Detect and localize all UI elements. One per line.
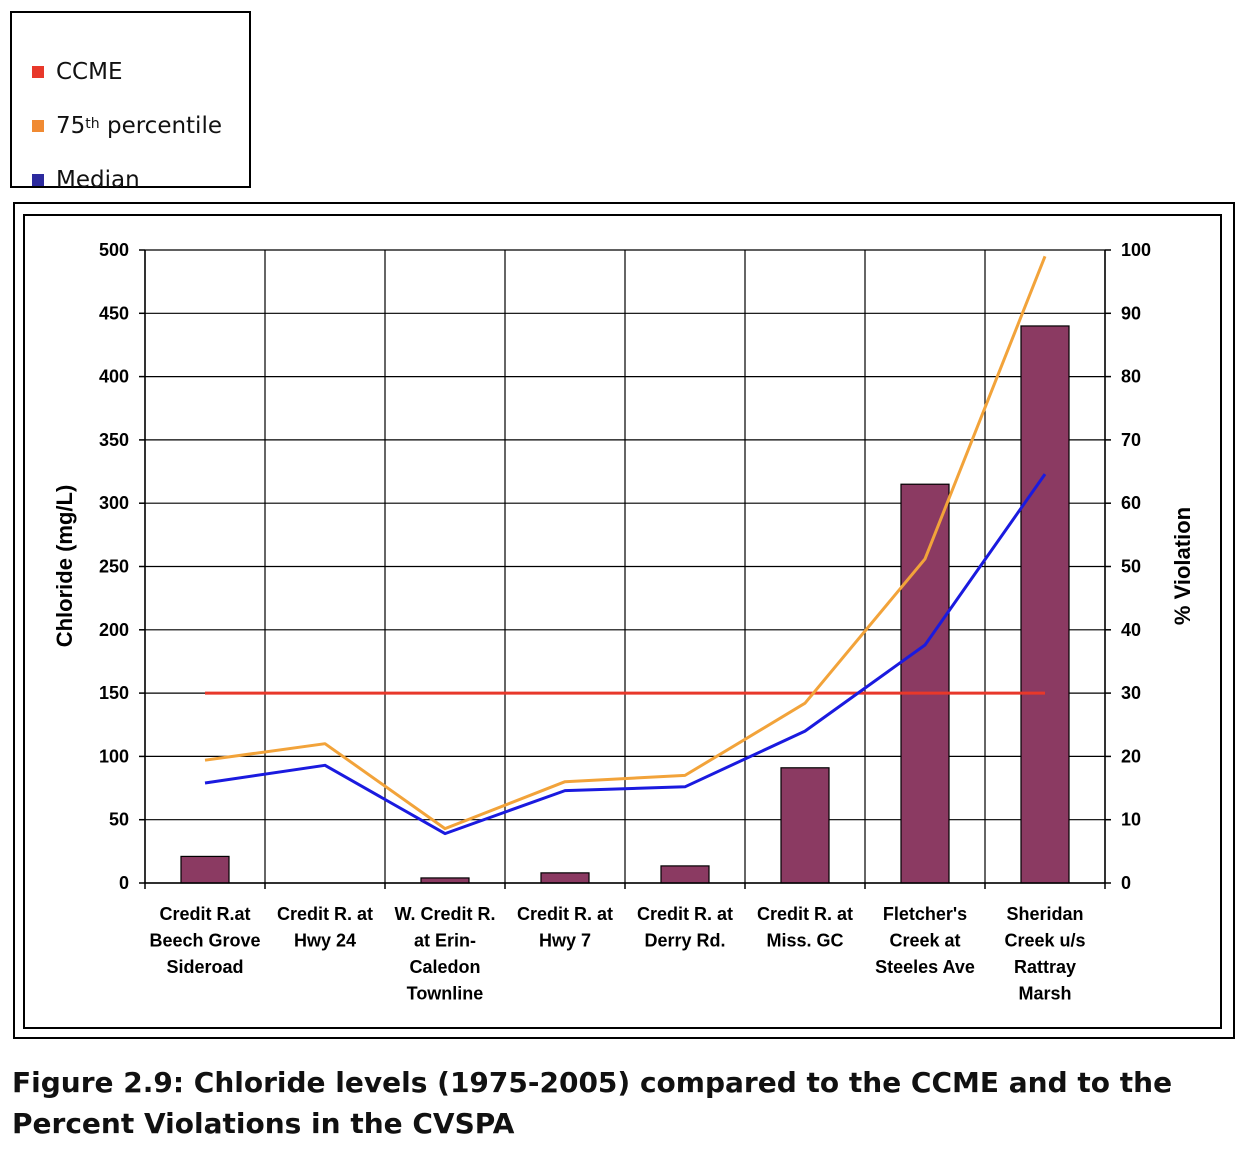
label-layer: 0 50 100 150 200 250 300 350 400 450 500 0 10 20 30 40 5… <box>52 240 1195 1004</box>
y-tick-label: 350 <box>99 430 129 450</box>
y-tick-label: 0 <box>119 873 129 893</box>
y2-tick-label: 60 <box>1121 493 1141 513</box>
y2-tick-label: 10 <box>1121 810 1141 830</box>
y2-tick-label: 40 <box>1121 620 1141 640</box>
legend-label-75th-percentile-number: 75 <box>56 113 86 139</box>
legend-label-ccme: CCME <box>56 59 123 85</box>
y-tick-label: 50 <box>109 810 129 830</box>
y2-tick-label: 0 <box>1121 873 1131 893</box>
bar <box>540 872 590 884</box>
bar <box>180 855 230 884</box>
legend-item-ccme: CCME <box>32 57 123 87</box>
x-category-label: W. Credit R. at Erin-Caledon Townline <box>394 904 495 1004</box>
y2-tick-label: 70 <box>1121 430 1141 450</box>
series-line-75th-percentile <box>204 255 1047 831</box>
y2-tick-label: 20 <box>1121 746 1141 766</box>
y-tick-label: 450 <box>99 303 129 323</box>
x-category-label: Sheridan Creek u/s Rattray Marsh <box>1004 904 1085 1004</box>
bar <box>900 483 950 884</box>
y-tick-label: 400 <box>99 367 129 387</box>
legend-label-median: Median <box>56 167 140 193</box>
y-tick-label: 250 <box>99 557 129 577</box>
bar-layer <box>180 325 1070 884</box>
y2-tick-label: 90 <box>1121 303 1141 323</box>
legend-item-median: Median <box>32 165 140 195</box>
x-category-label: Credit R. at Hwy 7 <box>517 904 613 951</box>
y2-tick-label: 50 <box>1121 557 1141 577</box>
y-tick-label: 500 <box>99 240 129 260</box>
y-axis-title: Chloride (mg/L) <box>52 485 77 648</box>
y-tick-label: 300 <box>99 493 129 513</box>
y2-tick-label: 100 <box>1121 240 1151 260</box>
legend-label-75th-percentile-suffix: percentile <box>99 113 222 139</box>
y2-tick-label: 80 <box>1121 367 1141 387</box>
y-tick-label: 100 <box>99 746 129 766</box>
line-layer <box>204 255 1047 836</box>
legend-swatch-ccme <box>32 66 44 78</box>
y2-axis-title: % Violation <box>1170 507 1195 625</box>
series-line-median <box>204 473 1047 836</box>
bar <box>780 767 830 884</box>
y-tick-label: 200 <box>99 620 129 640</box>
legend-swatch-75th-percentile <box>32 120 44 132</box>
y2-tick-label: 30 <box>1121 683 1141 703</box>
x-category-label: Credit R. at Hwy 24 <box>277 904 373 951</box>
bar <box>1020 325 1070 884</box>
figure-caption: Figure 2.9: Chloride levels (1975-2005) … <box>12 1066 1173 1140</box>
axis-layer <box>139 249 1111 889</box>
x-category-label: Credit R. at Derry Rd. <box>637 904 733 951</box>
x-category-label: Credit R.at Beech Grove Sideroad <box>149 904 260 977</box>
legend-swatch-median <box>32 174 44 186</box>
y-tick-label: 150 <box>99 683 129 703</box>
x-category-label: Fletcher's Creek at Steeles Ave <box>875 904 975 977</box>
bar <box>660 865 710 884</box>
bar <box>420 877 470 884</box>
x-category-label: Credit R. at Miss. GC <box>757 904 853 951</box>
